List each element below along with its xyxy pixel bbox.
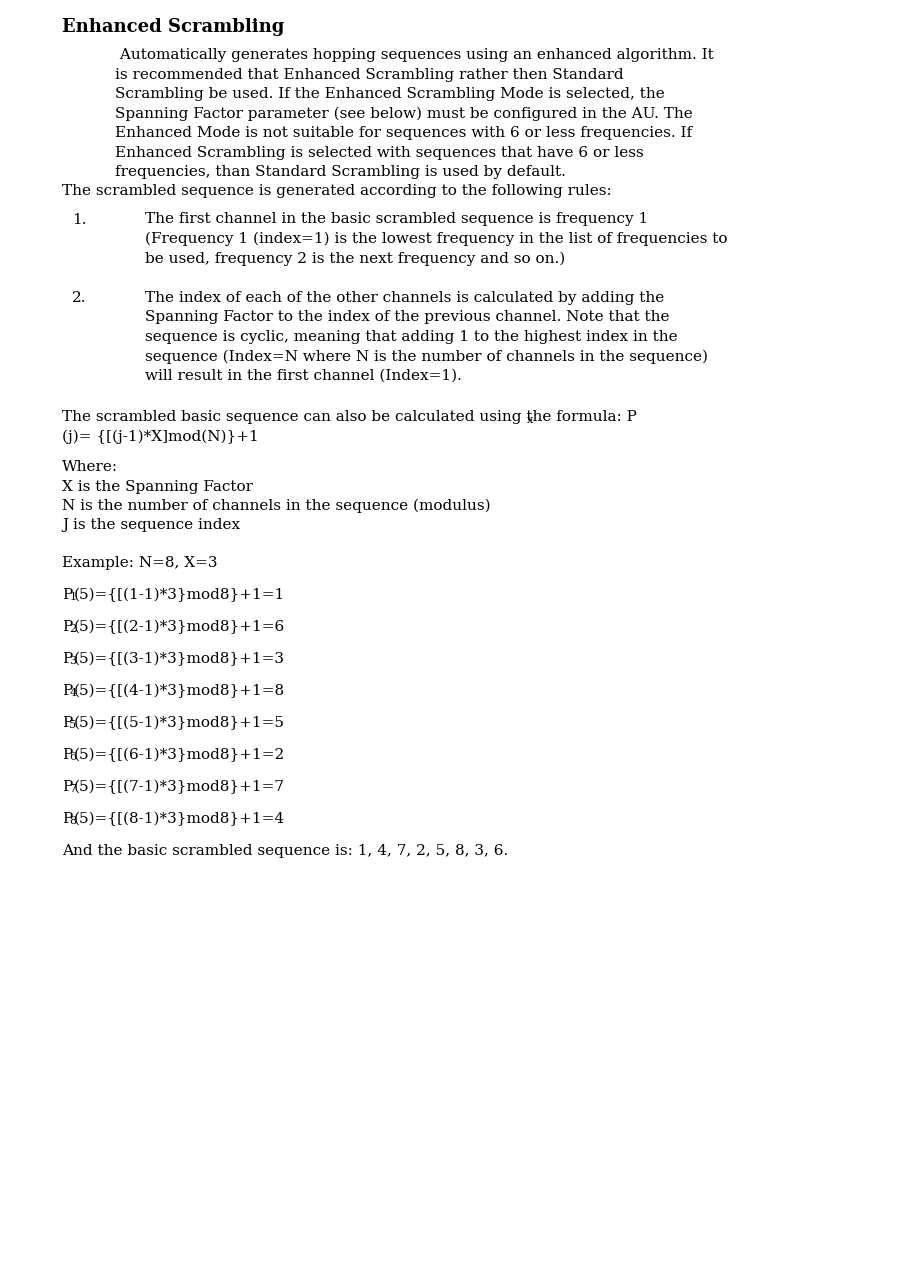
- Text: (5)={[(1-1)*3}mod8}+1=1: (5)={[(1-1)*3}mod8}+1=1: [74, 589, 285, 603]
- Text: 5: 5: [69, 720, 76, 730]
- Text: J is the sequence index: J is the sequence index: [62, 519, 240, 533]
- Text: 2.: 2.: [72, 290, 86, 304]
- Text: 1: 1: [69, 592, 76, 603]
- Text: 4: 4: [69, 688, 76, 698]
- Text: (5)={[(7-1)*3}mod8}+1=7: (5)={[(7-1)*3}mod8}+1=7: [74, 780, 284, 794]
- Text: 1.: 1.: [72, 213, 86, 227]
- Text: X is the Spanning Factor: X is the Spanning Factor: [62, 479, 253, 493]
- Text: P: P: [62, 748, 73, 762]
- Text: 7: 7: [69, 784, 76, 794]
- Text: (j)= {[(j-1)*X]mod(N)}+1: (j)= {[(j-1)*X]mod(N)}+1: [62, 431, 258, 445]
- Text: sequence is cyclic, meaning that adding 1 to the highest index in the: sequence is cyclic, meaning that adding …: [145, 330, 677, 344]
- Text: The scrambled sequence is generated according to the following rules:: The scrambled sequence is generated acco…: [62, 185, 612, 199]
- Text: (Frequency 1 (index=1) is the lowest frequency in the list of frequencies to: (Frequency 1 (index=1) is the lowest fre…: [145, 232, 727, 246]
- Text: The index of each of the other channels is calculated by adding the: The index of each of the other channels …: [145, 290, 665, 304]
- Text: (5)={[(6-1)*3}mod8}+1=2: (5)={[(6-1)*3}mod8}+1=2: [74, 748, 285, 762]
- Text: Enhanced Mode is not suitable for sequences with 6 or less frequencies. If: Enhanced Mode is not suitable for sequen…: [115, 126, 692, 140]
- Text: Enhanced Scrambling: Enhanced Scrambling: [62, 18, 284, 36]
- Text: is recommended that Enhanced Scrambling rather then Standard: is recommended that Enhanced Scrambling …: [115, 68, 623, 82]
- Text: P: P: [62, 652, 73, 666]
- Text: N is the number of channels in the sequence (modulus): N is the number of channels in the seque…: [62, 499, 491, 513]
- Text: Automatically generates hopping sequences using an enhanced algorithm. It: Automatically generates hopping sequence…: [115, 48, 714, 62]
- Text: P: P: [62, 716, 73, 730]
- Text: 3: 3: [69, 656, 76, 666]
- Text: 6: 6: [69, 752, 76, 762]
- Text: P: P: [62, 684, 73, 698]
- Text: And the basic scrambled sequence is: 1, 4, 7, 2, 5, 8, 3, 6.: And the basic scrambled sequence is: 1, …: [62, 843, 509, 857]
- Text: (5)={[(8-1)*3}mod8}+1=4: (5)={[(8-1)*3}mod8}+1=4: [74, 812, 285, 827]
- Text: (5)={[(4-1)*3}mod8}+1=8: (5)={[(4-1)*3}mod8}+1=8: [74, 684, 285, 698]
- Text: Example: N=8, X=3: Example: N=8, X=3: [62, 555, 217, 569]
- Text: sequence (Index=N where N is the number of channels in the sequence): sequence (Index=N where N is the number …: [145, 349, 708, 364]
- Text: be used, frequency 2 is the next frequency and so on.): be used, frequency 2 is the next frequen…: [145, 251, 565, 266]
- Text: The scrambled basic sequence can also be calculated using the formula: P: The scrambled basic sequence can also be…: [62, 410, 637, 424]
- Text: (5)={[(2-1)*3}mod8}+1=6: (5)={[(2-1)*3}mod8}+1=6: [74, 620, 285, 634]
- Text: 8: 8: [69, 817, 76, 826]
- Text: x: x: [527, 414, 533, 424]
- Text: frequencies, than Standard Scrambling is used by default.: frequencies, than Standard Scrambling is…: [115, 166, 566, 180]
- Text: P: P: [62, 620, 73, 634]
- Text: P: P: [62, 589, 73, 603]
- Text: will result in the first channel (Index=1).: will result in the first channel (Index=…: [145, 369, 462, 383]
- Text: (5)={[(5-1)*3}mod8}+1=5: (5)={[(5-1)*3}mod8}+1=5: [74, 716, 284, 730]
- Text: Scrambling be used. If the Enhanced Scrambling Mode is selected, the: Scrambling be used. If the Enhanced Scra…: [115, 87, 665, 101]
- Text: P: P: [62, 812, 73, 826]
- Text: Spanning Factor parameter (see below) must be configured in the AU. The: Spanning Factor parameter (see below) mu…: [115, 107, 692, 121]
- Text: Enhanced Scrambling is selected with sequences that have 6 or less: Enhanced Scrambling is selected with seq…: [115, 145, 644, 159]
- Text: P: P: [62, 780, 73, 794]
- Text: Spanning Factor to the index of the previous channel. Note that the: Spanning Factor to the index of the prev…: [145, 311, 669, 325]
- Text: (5)={[(3-1)*3}mod8}+1=3: (5)={[(3-1)*3}mod8}+1=3: [74, 652, 284, 666]
- Text: Where:: Where:: [62, 460, 118, 474]
- Text: The first channel in the basic scrambled sequence is frequency 1: The first channel in the basic scrambled…: [145, 213, 649, 227]
- Text: 2: 2: [69, 624, 76, 634]
